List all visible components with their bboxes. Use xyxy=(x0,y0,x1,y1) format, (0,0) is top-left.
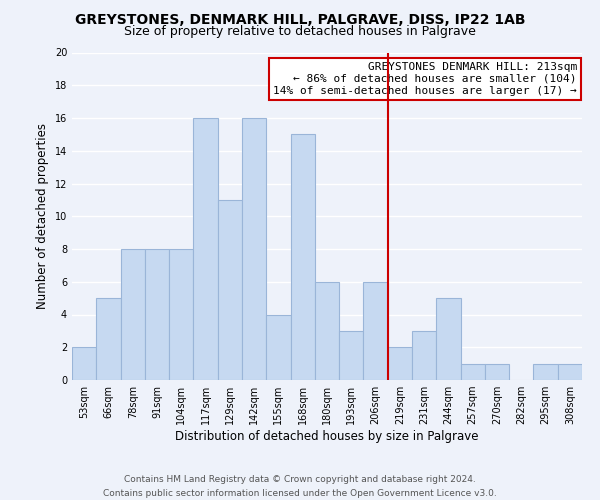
Bar xyxy=(533,364,558,380)
Text: GREYSTONES, DENMARK HILL, PALGRAVE, DISS, IP22 1AB: GREYSTONES, DENMARK HILL, PALGRAVE, DISS… xyxy=(75,12,525,26)
Bar xyxy=(242,118,266,380)
Bar xyxy=(266,314,290,380)
Bar xyxy=(169,249,193,380)
Bar xyxy=(315,282,339,380)
Bar xyxy=(461,364,485,380)
Bar xyxy=(364,282,388,380)
Bar xyxy=(436,298,461,380)
Text: Size of property relative to detached houses in Palgrave: Size of property relative to detached ho… xyxy=(124,25,476,38)
Bar xyxy=(388,347,412,380)
X-axis label: Distribution of detached houses by size in Palgrave: Distribution of detached houses by size … xyxy=(175,430,479,443)
Bar xyxy=(193,118,218,380)
Bar xyxy=(558,364,582,380)
Bar xyxy=(339,331,364,380)
Y-axis label: Number of detached properties: Number of detached properties xyxy=(36,123,49,309)
Bar xyxy=(218,200,242,380)
Bar xyxy=(485,364,509,380)
Text: Contains HM Land Registry data © Crown copyright and database right 2024.
Contai: Contains HM Land Registry data © Crown c… xyxy=(103,476,497,498)
Bar xyxy=(145,249,169,380)
Bar xyxy=(121,249,145,380)
Bar xyxy=(72,347,96,380)
Text: GREYSTONES DENMARK HILL: 213sqm
← 86% of detached houses are smaller (104)
14% o: GREYSTONES DENMARK HILL: 213sqm ← 86% of… xyxy=(273,62,577,96)
Bar xyxy=(290,134,315,380)
Bar xyxy=(96,298,121,380)
Bar xyxy=(412,331,436,380)
